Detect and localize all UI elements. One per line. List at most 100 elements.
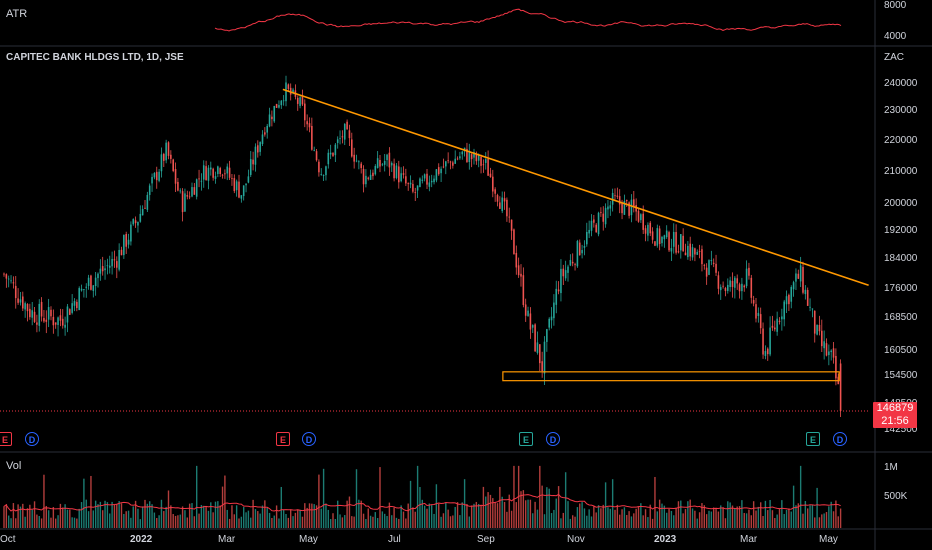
candle-body bbox=[69, 309, 71, 315]
dividend-icon[interactable]: D bbox=[302, 432, 316, 446]
atr-line bbox=[214, 8, 842, 32]
volume-bar bbox=[78, 508, 80, 528]
volume-bar bbox=[15, 518, 17, 528]
volume-bar bbox=[238, 518, 240, 528]
candle-body bbox=[388, 152, 391, 168]
candle-body bbox=[29, 308, 31, 318]
candle-body bbox=[745, 268, 748, 287]
time-axis-label: May bbox=[299, 534, 318, 545]
volume-bar bbox=[506, 511, 508, 528]
candle-body bbox=[757, 312, 760, 316]
candle-body bbox=[466, 148, 468, 162]
volume-bar bbox=[353, 516, 355, 528]
price-scale-label: 142500 bbox=[884, 424, 918, 435]
candle-body bbox=[423, 174, 426, 179]
volume-bar bbox=[602, 504, 604, 528]
dividend-icon[interactable]: D bbox=[25, 432, 39, 446]
earnings-icon[interactable]: E bbox=[0, 432, 12, 446]
volume-bar bbox=[24, 516, 26, 528]
earnings-icon[interactable]: E bbox=[806, 432, 820, 446]
volume-bar bbox=[748, 509, 750, 528]
candle-body bbox=[329, 152, 332, 155]
volume-bar bbox=[640, 503, 642, 528]
volume-bar bbox=[767, 510, 769, 528]
candle-body bbox=[280, 100, 283, 106]
price-scale-label: 176000 bbox=[884, 283, 918, 294]
dividend-icon[interactable]: D bbox=[546, 432, 560, 446]
candle-body bbox=[452, 162, 454, 166]
candle-body bbox=[254, 146, 257, 165]
volume-bar bbox=[111, 501, 113, 528]
atr-scale-label: 8000 bbox=[884, 0, 907, 11]
volume-bar bbox=[720, 505, 722, 528]
candle-body bbox=[828, 351, 830, 356]
volume-bar bbox=[33, 501, 36, 528]
candle-body bbox=[242, 185, 245, 197]
volume-bar bbox=[579, 503, 581, 528]
candle-body bbox=[7, 278, 10, 280]
volume-bar bbox=[400, 505, 402, 528]
volume-bar bbox=[825, 512, 828, 528]
volume-bar bbox=[123, 514, 125, 528]
volume-bar bbox=[816, 487, 818, 528]
time-axis-label: Mar bbox=[218, 534, 236, 545]
volume-bar bbox=[231, 505, 233, 528]
volume-bar bbox=[252, 499, 254, 528]
candle-body bbox=[33, 311, 36, 322]
dividend-icon[interactable]: D bbox=[833, 432, 847, 446]
volume-bar bbox=[52, 507, 55, 528]
candle-body bbox=[339, 137, 341, 139]
candle-body bbox=[207, 167, 210, 181]
volume-bar bbox=[560, 518, 562, 528]
candle-body bbox=[672, 231, 675, 247]
volume-bar bbox=[167, 490, 170, 528]
earnings-icon[interactable]: E bbox=[519, 432, 533, 446]
volume-bar bbox=[508, 494, 510, 528]
candle-body bbox=[484, 159, 487, 163]
candle-body bbox=[771, 325, 774, 328]
candle-body bbox=[654, 241, 656, 246]
volume-bar bbox=[257, 511, 259, 528]
symbol-title[interactable]: CAPITEC BANK HLDGS LTD, 1D, JSE bbox=[6, 52, 184, 63]
candle-body bbox=[623, 201, 626, 215]
candle-body bbox=[618, 196, 621, 205]
candle-body bbox=[92, 285, 95, 291]
candle-body bbox=[595, 224, 597, 233]
volume-bar bbox=[431, 505, 433, 528]
volume-bar bbox=[595, 512, 597, 528]
volume-bar bbox=[510, 510, 513, 528]
candle-body bbox=[43, 318, 45, 322]
candle-body bbox=[430, 180, 433, 183]
earnings-icon[interactable]: E bbox=[276, 432, 290, 446]
candle-body bbox=[703, 264, 706, 266]
candle-body bbox=[459, 156, 461, 159]
candle-body bbox=[494, 189, 496, 194]
volume-bar bbox=[106, 502, 109, 528]
volume-bar bbox=[802, 513, 804, 528]
volume-bar bbox=[626, 514, 628, 528]
candle-body bbox=[144, 207, 146, 209]
volume-bar bbox=[600, 508, 602, 528]
volume-bar bbox=[452, 515, 454, 528]
time-axis-label: May bbox=[819, 534, 838, 545]
volume-bar bbox=[341, 517, 344, 528]
candle-body bbox=[750, 277, 753, 298]
volume-bar bbox=[355, 469, 358, 528]
volume-bar bbox=[181, 506, 184, 528]
candle-body bbox=[64, 324, 66, 328]
candle-body bbox=[696, 251, 699, 255]
candle-body bbox=[562, 268, 565, 277]
candle-body bbox=[825, 343, 828, 356]
volume-bar bbox=[736, 506, 738, 528]
volume-bar bbox=[673, 515, 675, 528]
candle-body bbox=[600, 211, 602, 213]
candle-body bbox=[287, 84, 290, 89]
candle-body bbox=[461, 151, 464, 155]
volume-bar bbox=[153, 512, 156, 528]
candle-body bbox=[315, 151, 318, 161]
candle-body bbox=[235, 181, 238, 191]
volume-bar bbox=[170, 505, 172, 528]
volume-bar bbox=[327, 509, 329, 528]
candle-body bbox=[83, 289, 85, 290]
